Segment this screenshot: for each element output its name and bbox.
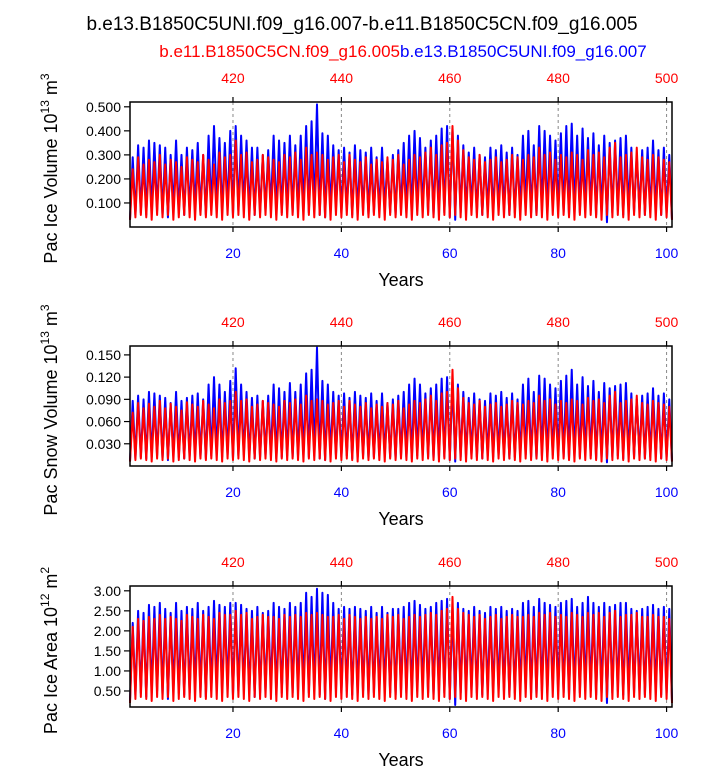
x-tick-label-top: 500	[655, 70, 679, 86]
chart-panel-1: 0.100 0.200 0.300 0.400 0.500 20 40 60 80 100 420 4…	[38, 70, 678, 290]
x-tick-label-bottom: 100	[655, 245, 679, 261]
y-axis-label: Pac Ice Area 1012 m2	[38, 567, 61, 734]
plot-frame	[129, 101, 673, 228]
legend-label-blue: b.e13.B1850C5UNI.f09_g16.007	[400, 42, 647, 61]
y-tick-label: 0.500	[86, 99, 121, 115]
legend-label-red: b.e11.B1850C5CN.f09_g16.005	[159, 42, 400, 61]
series-line-red	[129, 125, 673, 221]
x-tick-label-top: 440	[330, 70, 354, 86]
x-tick-label-bottom: 100	[655, 725, 679, 741]
y-tick-label: 0.50	[94, 683, 121, 699]
x-axis-label: Years	[378, 750, 423, 768]
x-tick-label-top: 420	[221, 554, 245, 570]
plot-frame	[129, 585, 673, 708]
x-axis-label: Years	[378, 270, 423, 290]
y-tick-label: 1.00	[94, 663, 121, 679]
x-tick-label-top: 480	[547, 314, 571, 330]
x-tick-label-bottom: 60	[442, 245, 458, 261]
x-tick-label-bottom: 40	[334, 484, 350, 500]
chart-panel-2: 0.030 0.060 0.090 0.120 0.150 20 40 60 80 100 420 4…	[38, 304, 678, 529]
y-tick-label: 0.400	[86, 123, 121, 139]
x-tick-label-bottom: 80	[550, 484, 566, 500]
x-tick-label-top: 460	[438, 554, 462, 570]
x-tick-label-bottom: 40	[334, 245, 350, 261]
x-tick-label-bottom: 100	[655, 484, 679, 500]
x-tick-label-bottom: 20	[225, 245, 241, 261]
y-tick-label: 0.060	[86, 414, 121, 430]
x-tick-label-bottom: 80	[550, 245, 566, 261]
x-axis-label: Years	[378, 509, 423, 529]
x-tick-label-top: 500	[655, 554, 679, 570]
y-tick-label: 0.150	[86, 347, 121, 363]
y-tick-label: 0.030	[86, 436, 121, 452]
y-axis-label: Pac Ice Volume 1013 m3	[38, 73, 61, 263]
x-tick-label-bottom: 80	[550, 725, 566, 741]
x-tick-label-top: 480	[547, 70, 571, 86]
figure-title: b.e13.B1850C5UNI.f09_g16.007-b.e11.B1850…	[86, 14, 637, 35]
x-tick-label-bottom: 20	[225, 725, 241, 741]
y-tick-label: 2.00	[94, 623, 121, 639]
series-line-red	[129, 595, 673, 704]
x-tick-label-top: 440	[330, 554, 354, 570]
x-tick-label-bottom: 60	[442, 725, 458, 741]
x-tick-label-bottom: 40	[334, 725, 350, 741]
x-tick-label-top: 460	[438, 314, 462, 330]
y-tick-label: 0.120	[86, 369, 121, 385]
y-tick-label: 0.100	[86, 195, 121, 211]
x-tick-label-top: 480	[547, 554, 571, 570]
y-tick-label: 2.50	[94, 603, 121, 619]
plot-frame	[129, 345, 673, 467]
x-tick-label-bottom: 20	[225, 484, 241, 500]
y-tick-label: 0.200	[86, 171, 121, 187]
y-tick-label: 0.090	[86, 391, 121, 407]
y-tick-label: 0.300	[86, 147, 121, 163]
y-tick-label: 1.50	[94, 643, 121, 659]
y-axis-label: Pac Snow Volume 1013 m3	[38, 304, 61, 515]
x-tick-label-bottom: 60	[442, 484, 458, 500]
chart-panel-3: 0.50 1.00 1.50 2.00 2.50 3.00 20 40 60 80 100 420 44…	[38, 554, 678, 768]
x-tick-label-top: 460	[438, 70, 462, 86]
x-tick-label-top: 420	[221, 314, 245, 330]
series-line-red	[129, 368, 673, 463]
chart-panels: 0.100 0.200 0.300 0.400 0.500 20 40 60 80 100 420 4…	[38, 70, 678, 768]
x-tick-label-top: 420	[221, 70, 245, 86]
x-tick-label-top: 440	[330, 314, 354, 330]
y-tick-label: 3.00	[94, 583, 121, 599]
x-tick-label-top: 500	[655, 314, 679, 330]
